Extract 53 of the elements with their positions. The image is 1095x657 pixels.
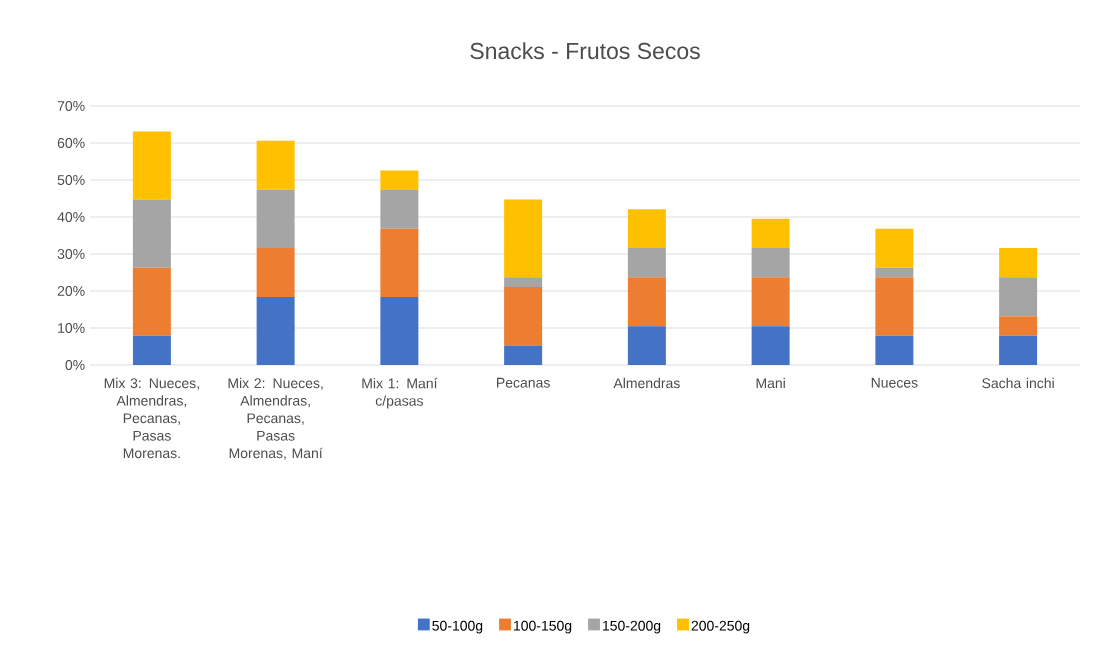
bar xyxy=(627,277,666,327)
bar xyxy=(256,140,295,190)
bar xyxy=(380,296,419,365)
bar xyxy=(875,267,914,278)
bar xyxy=(999,335,1038,365)
chart-title: Snacks - Frutos Secos xyxy=(470,42,700,60)
y-tick-label: 70% xyxy=(57,101,85,111)
bar xyxy=(627,209,666,249)
x-tick-label: Mani xyxy=(756,377,785,389)
y-tick-label: 10% xyxy=(58,323,85,333)
bar xyxy=(627,326,666,365)
bar xyxy=(751,248,790,278)
x-tick-label: Sacha inchi xyxy=(982,377,1054,389)
legend-label: 200-250g xyxy=(691,620,750,634)
bar xyxy=(875,277,914,336)
legend-label: 100-150g xyxy=(514,620,572,634)
y-tick-label: 20% xyxy=(57,286,85,296)
bar xyxy=(380,189,419,229)
x-tick-label: Nueces xyxy=(871,377,918,388)
y-tick-label: 60% xyxy=(57,138,85,148)
bar xyxy=(256,296,295,365)
bar xyxy=(504,286,543,346)
bar xyxy=(999,316,1038,336)
bar xyxy=(132,335,171,365)
legend-label: 150-200g xyxy=(603,620,661,634)
bar xyxy=(256,189,295,249)
x-tick-label: Pecanas xyxy=(497,377,550,388)
x-tick-label: Almendras xyxy=(613,377,680,389)
y-tick-label: 0% xyxy=(65,360,85,370)
bar xyxy=(132,267,171,336)
bar xyxy=(132,199,171,268)
bar xyxy=(999,277,1038,317)
bar xyxy=(751,326,790,365)
bar xyxy=(751,218,790,249)
bar xyxy=(999,248,1038,278)
bar xyxy=(504,199,543,278)
bar xyxy=(380,170,419,190)
x-tick-label: Mix 2: Nueces, Almendras, Pecanas, Pasas Morenas, Maní xyxy=(228,377,323,460)
bar xyxy=(751,277,790,327)
y-tick-label: 40% xyxy=(57,212,85,222)
bar xyxy=(380,228,419,297)
bar xyxy=(875,335,914,365)
y-tick-label: 30% xyxy=(57,249,85,259)
x-tick-label: Mix 1: Maní c/pasas xyxy=(362,377,438,409)
legend-label: 50-100g xyxy=(432,620,483,634)
bar xyxy=(504,345,543,365)
bar xyxy=(504,277,543,287)
bar xyxy=(627,248,666,278)
y-tick-label: 50% xyxy=(57,175,85,185)
x-tick-label: Mix 3: Nueces, Almendras, Pecanas, Pasas Morenas. xyxy=(104,377,199,459)
bar xyxy=(256,248,295,297)
bar xyxy=(875,228,914,268)
bar xyxy=(132,131,171,200)
